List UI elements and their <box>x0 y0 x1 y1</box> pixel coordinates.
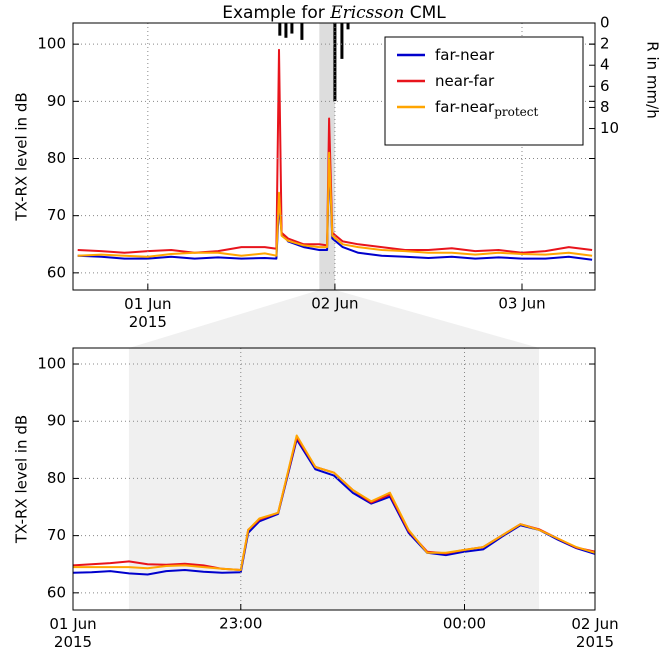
rain-bar <box>340 23 344 59</box>
rain-bar <box>290 23 294 34</box>
y2-tick-label: 8 <box>600 98 610 116</box>
legend-label: near-far <box>435 72 495 90</box>
title-text: Example for <box>222 3 325 23</box>
rain-bar <box>300 23 304 40</box>
y-axis-label: TX-RX level in dB <box>13 415 31 544</box>
data-line <box>77 157 593 261</box>
legend-label: far-nearprotect <box>435 98 538 119</box>
y-tick-label: 70 <box>47 206 66 224</box>
legend-subscript: protect <box>494 105 538 119</box>
y2-tick-label: 4 <box>600 56 610 74</box>
y-tick-label: 100 <box>37 35 66 53</box>
rain-bar <box>346 23 350 30</box>
rain-bar <box>284 23 288 38</box>
axes-frame <box>72 347 596 611</box>
zoom-connector <box>128 290 540 348</box>
y-tick-label: 80 <box>47 469 66 487</box>
legend-name: near-far <box>435 72 495 90</box>
y-tick-label: 90 <box>47 92 66 110</box>
y2-tick-label: 6 <box>600 77 610 95</box>
y-tick-label: 80 <box>47 149 66 167</box>
legend-label: far-near <box>435 46 495 64</box>
y-tick-label: 60 <box>47 263 66 281</box>
x-tick-label: 01 Jun 2015 <box>49 615 96 650</box>
y-tick-label: 70 <box>47 526 66 544</box>
plot-area <box>73 434 595 576</box>
x-tick-label: 23:00 <box>219 615 262 633</box>
y-tick-label: 60 <box>47 583 66 601</box>
data-line <box>77 151 593 258</box>
plot-area <box>77 23 593 261</box>
legend-name: far-near <box>435 98 495 116</box>
y-axis-label: TX-RX level in dB <box>13 92 31 221</box>
chart-title: Example for Ericsson CML <box>222 3 446 24</box>
y2-tick-label: 0 <box>600 14 610 32</box>
y-tick-label: 100 <box>37 355 66 373</box>
data-line <box>73 434 595 571</box>
rain-bar <box>333 23 337 102</box>
x-tick-label: 01 Jun 2015 <box>124 295 171 331</box>
y2-tick-label: 2 <box>600 35 610 53</box>
y-tick-label: 90 <box>47 412 66 430</box>
title-emphasis: Ericsson <box>329 3 404 23</box>
title-text: CML <box>410 3 447 23</box>
data-line <box>73 438 595 576</box>
y2-axis-label: R in mm/h <box>644 41 662 118</box>
x-tick-label: 00:00 <box>443 615 486 633</box>
x-tick-label: 03 Jun <box>498 295 545 313</box>
x-tick-label: 02 Jun 2015 <box>571 615 618 650</box>
legend-name: far-near <box>435 46 495 64</box>
y2-tick-label: 10 <box>600 119 619 137</box>
axes-frame <box>72 22 596 291</box>
x-tick-label: 02 Jun <box>311 295 358 313</box>
rain-bar <box>278 23 282 36</box>
